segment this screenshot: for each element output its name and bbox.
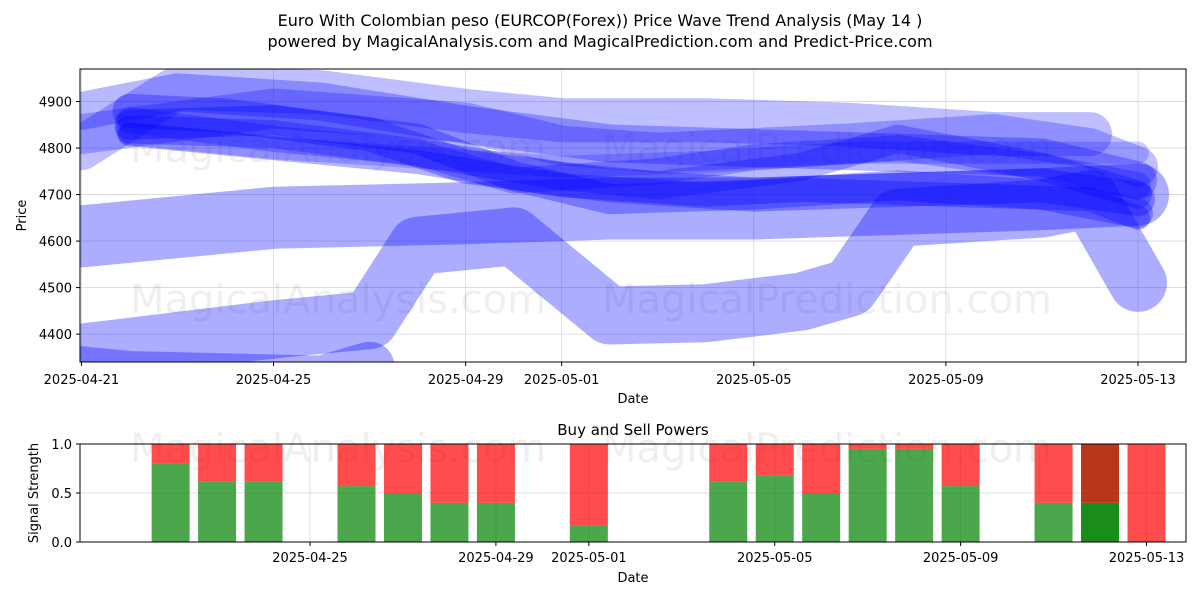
y-tick-label: 4400 [39, 328, 72, 343]
y-tick-label: 4700 [39, 189, 72, 204]
sell-bar [476, 444, 515, 503]
buy-bar [941, 486, 980, 542]
wave-series-line [114, 105, 1153, 229]
buy-bar [1081, 502, 1120, 542]
x-tick-label: 2025-05-09 [908, 373, 984, 388]
bottom-chart-title: Buy and Sell Powers [557, 421, 709, 439]
power-bars [151, 444, 1166, 542]
watermark-text: MagicalAnalysis.com [130, 277, 546, 323]
x-tick-label: 2025-05-01 [551, 551, 627, 566]
x-tick-label: 2025-04-29 [428, 373, 504, 388]
x-tick-label: 2025-04-29 [458, 551, 534, 566]
buy-bar [1034, 502, 1073, 542]
sell-bar [569, 444, 608, 526]
sell-bar [244, 444, 283, 482]
watermark-text: MagicalPrediction.com [602, 126, 1052, 172]
buy-bar [430, 502, 469, 542]
x-tick-label: 2025-05-13 [1100, 373, 1176, 388]
y-axis-label: Price [15, 200, 30, 232]
wave-series-line [117, 122, 1150, 230]
wave-bands [80, 69, 1169, 362]
wave-series-line [116, 107, 1151, 199]
x-tick-label: 2025-05-05 [716, 373, 792, 388]
sell-bar [1127, 444, 1166, 542]
y-tick-label: 0.0 [51, 536, 72, 551]
wave-series-line [80, 73, 1157, 200]
grid-lines [80, 69, 1186, 362]
sell-bar [755, 444, 794, 476]
x-tick-label: 2025-04-25 [272, 551, 348, 566]
buy-bar [802, 493, 841, 542]
sell-bar [802, 444, 841, 493]
buy-bar [755, 475, 794, 542]
sell-bar [383, 444, 422, 493]
buy-bar [151, 463, 190, 542]
x-tick-label: 2025-05-13 [1109, 551, 1185, 566]
wave-series-line [80, 170, 1167, 362]
y-tick-label: 4900 [39, 96, 72, 111]
buy-bar [848, 448, 887, 542]
y-tick-label: 4500 [39, 282, 72, 297]
sell-bar [198, 444, 237, 482]
x-tick-label: 2025-05-01 [524, 373, 600, 388]
sell-bar [709, 444, 748, 482]
sell-bar [848, 444, 887, 449]
plot-frame-top [79, 68, 1187, 363]
sell-bar [941, 444, 980, 487]
chart-title-line1: Euro With Colombian peso (EURCOP(Forex))… [278, 11, 923, 30]
x-axis-label: Date [617, 571, 648, 586]
y-tick-label: 4800 [39, 142, 72, 157]
buy-bar [709, 481, 748, 542]
y-tick-label: 4600 [39, 235, 72, 250]
sell-bar [1034, 444, 1073, 503]
sell-bar [430, 444, 469, 503]
x-tick-label: 2025-04-25 [236, 373, 312, 388]
wave-series-line [80, 163, 1169, 268]
buy-bar [244, 481, 283, 542]
wave-series-line [118, 123, 1149, 178]
chart-title-line2: powered by MagicalAnalysis.com and Magic… [267, 32, 932, 51]
buy-bar [198, 481, 237, 542]
watermark-top: MagicalAnalysis.com MagicalPrediction.com… [130, 126, 1052, 323]
sell-bar [337, 444, 376, 487]
buy-bar [895, 448, 934, 542]
x-axis-label: Date [617, 392, 648, 407]
sell-bar [1081, 444, 1120, 503]
y-tick-label: 1.0 [51, 438, 72, 453]
buy-bar [569, 525, 608, 542]
price-wave-chart: MagicalAnalysis.com MagicalPrediction.com… [15, 68, 1187, 407]
wave-series-line [80, 69, 1112, 171]
buy-bar [337, 486, 376, 542]
watermark-text: MagicalAnalysis.com [130, 126, 546, 172]
y-axis-label: Signal Strength [27, 443, 42, 543]
wave-series-line [112, 93, 1155, 217]
watermark-text: MagicalPrediction.com [602, 277, 1052, 323]
y-tick-label: 0.5 [51, 487, 72, 502]
wave-series-line [115, 115, 1152, 209]
wave-series-line [80, 88, 1158, 187]
wave-series-line [80, 341, 394, 362]
x-tick-label: 2025-04-21 [44, 373, 120, 388]
buy-sell-power-chart: MagicalAnalysis.comMagicalPrediction.com… [27, 421, 1187, 586]
buy-bar [476, 502, 515, 542]
buy-bar [383, 493, 422, 542]
x-tick-label: 2025-05-09 [923, 551, 999, 566]
sell-bar [895, 444, 934, 449]
sell-bar [151, 444, 190, 464]
x-tick-label: 2025-05-05 [737, 551, 813, 566]
